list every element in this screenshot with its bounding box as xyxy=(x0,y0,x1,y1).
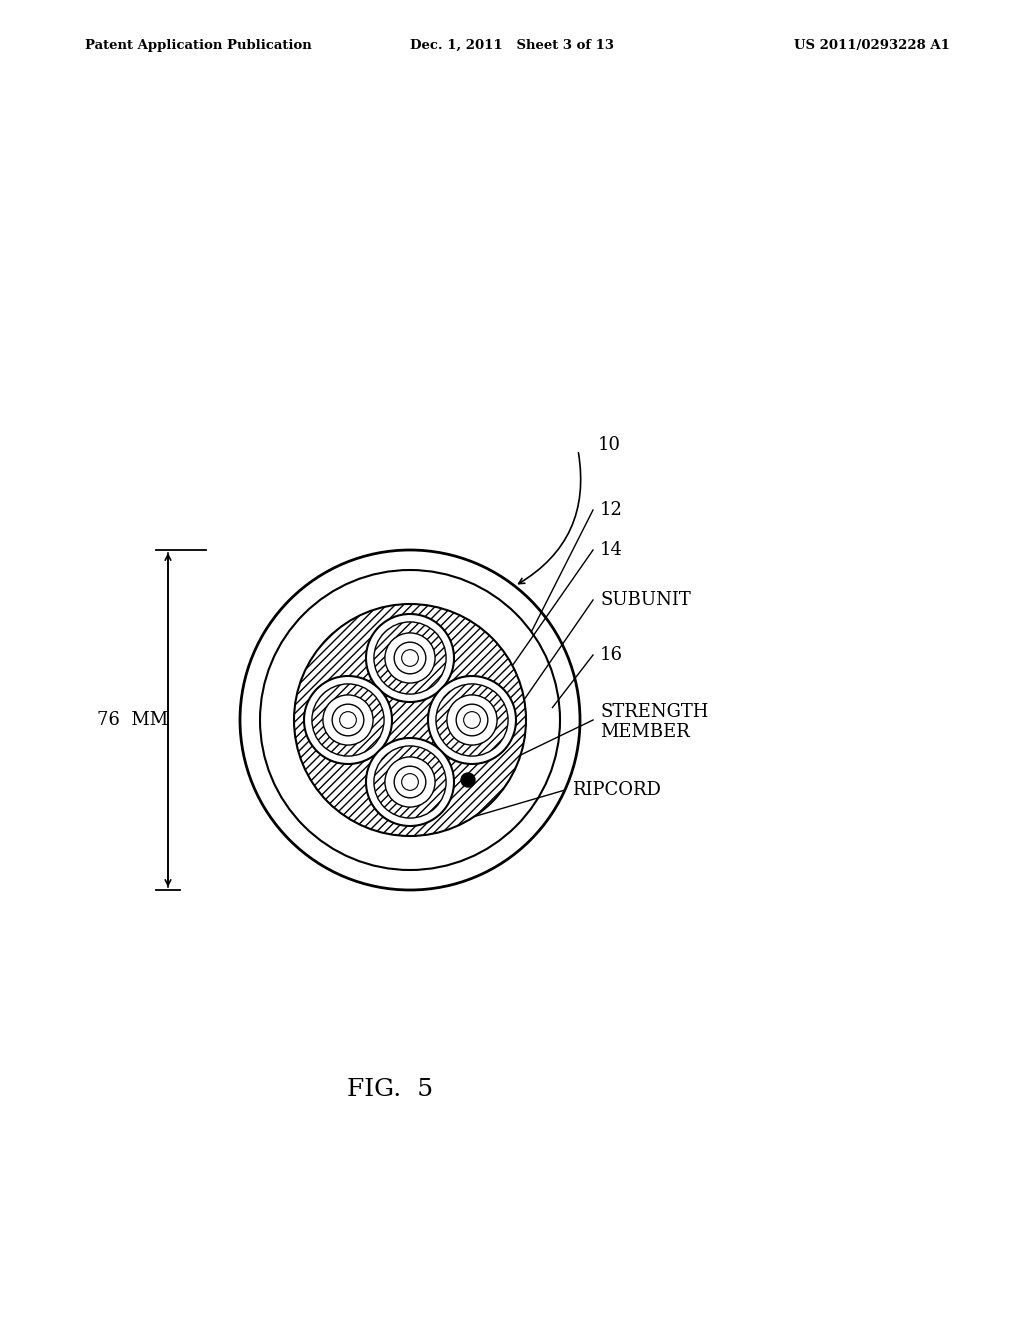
Circle shape xyxy=(240,550,580,890)
Circle shape xyxy=(446,694,497,744)
Circle shape xyxy=(394,642,426,673)
Circle shape xyxy=(464,711,480,729)
Circle shape xyxy=(260,570,560,870)
Circle shape xyxy=(428,676,516,764)
Circle shape xyxy=(461,774,475,787)
Text: Dec. 1, 2011   Sheet 3 of 13: Dec. 1, 2011 Sheet 3 of 13 xyxy=(410,38,614,51)
Text: FIG.  5: FIG. 5 xyxy=(347,1078,433,1101)
Circle shape xyxy=(332,704,364,735)
Circle shape xyxy=(374,622,446,694)
Circle shape xyxy=(294,605,526,836)
Text: MEMBER: MEMBER xyxy=(600,723,690,741)
Text: SUBUNIT: SUBUNIT xyxy=(600,591,691,609)
Circle shape xyxy=(456,704,487,735)
Circle shape xyxy=(385,756,435,807)
Text: 16: 16 xyxy=(600,645,623,664)
Circle shape xyxy=(436,684,508,756)
Circle shape xyxy=(385,632,435,682)
Circle shape xyxy=(374,746,446,818)
Circle shape xyxy=(323,694,373,744)
Circle shape xyxy=(366,738,454,826)
Text: STRENGTH: STRENGTH xyxy=(600,704,709,721)
Circle shape xyxy=(401,649,419,667)
Text: 12: 12 xyxy=(600,502,623,519)
Circle shape xyxy=(312,684,384,756)
Text: US 2011/0293228 A1: US 2011/0293228 A1 xyxy=(795,38,950,51)
Circle shape xyxy=(401,774,419,791)
Circle shape xyxy=(340,711,356,729)
Text: RIPCORD: RIPCORD xyxy=(572,781,660,799)
Circle shape xyxy=(304,676,392,764)
Text: 76  MM: 76 MM xyxy=(97,711,169,729)
Circle shape xyxy=(394,766,426,797)
Text: 10: 10 xyxy=(598,436,621,454)
Text: Patent Application Publication: Patent Application Publication xyxy=(85,38,311,51)
Circle shape xyxy=(366,614,454,702)
Text: 14: 14 xyxy=(600,541,623,558)
